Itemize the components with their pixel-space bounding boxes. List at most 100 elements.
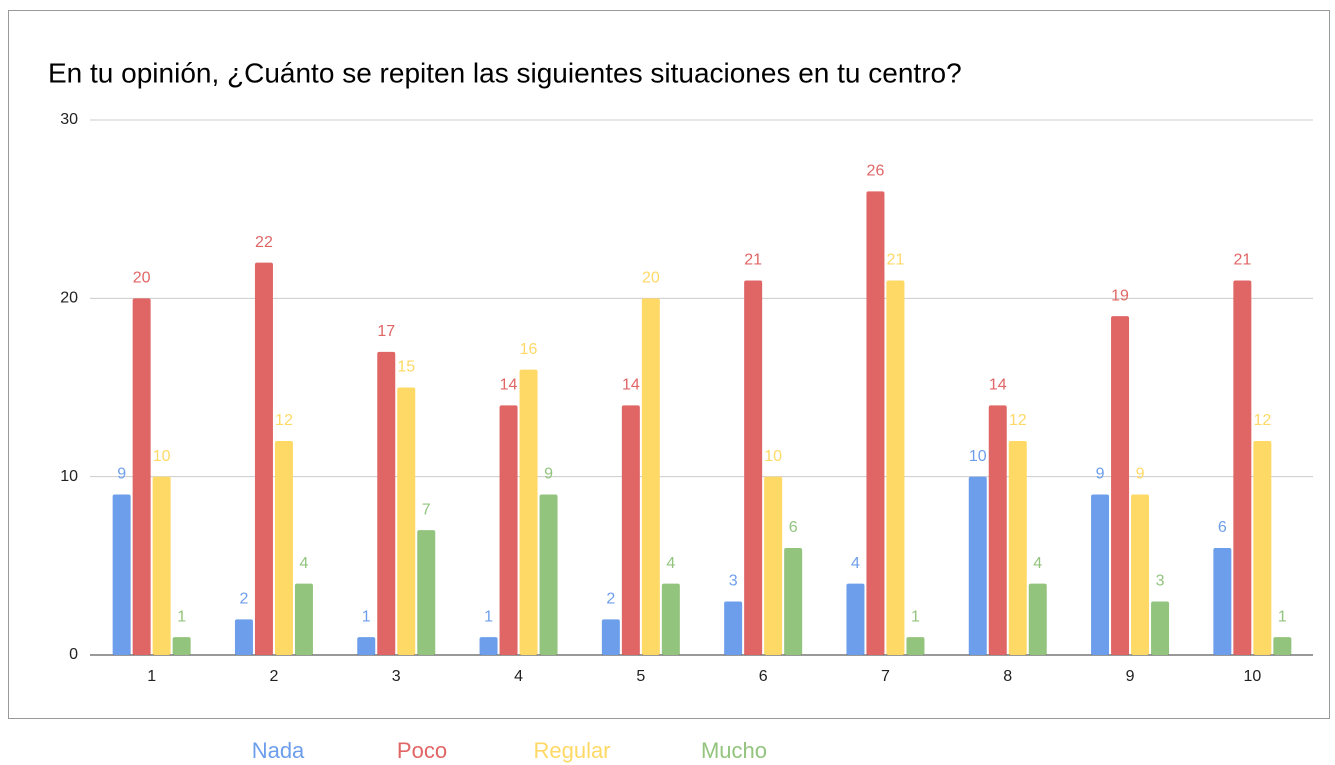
bar	[1111, 316, 1130, 655]
bar	[1151, 601, 1170, 655]
legend-label: Regular	[533, 738, 610, 763]
bar	[968, 476, 987, 655]
bar	[906, 637, 925, 655]
bar	[1253, 441, 1272, 655]
x-tick-label: 1	[147, 668, 156, 685]
bar	[1233, 280, 1252, 655]
y-tick-label: 30	[60, 111, 78, 128]
data-label: 6	[1218, 519, 1227, 536]
bar	[601, 619, 620, 655]
bar	[397, 387, 416, 655]
bar	[886, 280, 905, 655]
data-label: 12	[275, 412, 293, 429]
legend-label: Mucho	[701, 738, 767, 763]
data-label: 10	[764, 448, 782, 465]
bar	[152, 476, 171, 655]
y-tick-label: 10	[60, 468, 78, 485]
bar	[1273, 637, 1292, 655]
data-label: 2	[606, 591, 615, 608]
data-label: 21	[1233, 252, 1251, 269]
bar	[132, 298, 151, 655]
data-label: 7	[422, 501, 431, 518]
data-label: 4	[851, 555, 860, 572]
data-label: 14	[500, 377, 518, 394]
data-label: 10	[969, 448, 987, 465]
data-label: 14	[989, 377, 1007, 394]
bar	[234, 619, 253, 655]
bar	[112, 494, 131, 655]
data-label: 4	[666, 555, 675, 572]
bar	[784, 548, 803, 655]
data-label: 1	[362, 608, 371, 625]
x-tick-label: 6	[759, 668, 768, 685]
data-label: 6	[789, 519, 798, 536]
data-label: 10	[153, 448, 171, 465]
data-label: 21	[887, 252, 905, 269]
data-label: 9	[1096, 466, 1105, 483]
bar	[1131, 494, 1150, 655]
bar	[866, 191, 885, 656]
x-tick-label: 9	[1126, 668, 1135, 685]
data-label: 3	[1156, 573, 1165, 590]
data-label: 9	[117, 466, 126, 483]
x-tick-label: 7	[881, 668, 890, 685]
chart-title: En tu opinión, ¿Cuánto se repiten las si…	[48, 57, 962, 88]
y-tick-label: 20	[60, 290, 78, 307]
legend-label: Nada	[252, 738, 305, 763]
bar	[724, 601, 743, 655]
bar	[274, 441, 293, 655]
bar	[539, 494, 558, 655]
bar	[254, 262, 273, 655]
data-label: 9	[544, 466, 553, 483]
y-tick-label: 0	[69, 646, 78, 663]
bar	[1213, 548, 1232, 655]
data-label: 1	[484, 608, 493, 625]
bar	[519, 369, 538, 655]
x-tick-label: 8	[1003, 668, 1012, 685]
bar	[377, 351, 396, 655]
bar	[621, 405, 640, 655]
x-tick-label: 4	[514, 668, 523, 685]
bar	[764, 476, 783, 655]
data-label: 15	[397, 359, 415, 376]
data-label: 12	[1253, 412, 1271, 429]
data-label: 1	[911, 608, 920, 625]
bar	[499, 405, 518, 655]
data-label: 14	[622, 377, 640, 394]
bar	[172, 637, 191, 655]
bar	[661, 583, 680, 655]
data-label: 2	[239, 591, 248, 608]
data-label: 12	[1009, 412, 1027, 429]
data-label: 4	[299, 555, 308, 572]
data-label: 20	[133, 270, 151, 287]
x-tick-label: 2	[269, 668, 278, 685]
bar	[357, 637, 376, 655]
data-label: 17	[377, 323, 395, 340]
x-tick-label: 3	[392, 668, 401, 685]
data-label: 1	[1278, 608, 1287, 625]
data-label: 20	[642, 270, 660, 287]
bar	[1091, 494, 1110, 655]
bar	[744, 280, 763, 655]
bar	[846, 583, 865, 655]
bar	[1028, 583, 1047, 655]
bar	[641, 298, 660, 655]
bar	[1008, 441, 1027, 655]
bar	[294, 583, 313, 655]
data-label: 16	[520, 341, 538, 358]
data-label: 21	[744, 252, 762, 269]
bar	[417, 530, 436, 655]
data-label: 1	[177, 608, 186, 625]
x-tick-label: 10	[1243, 668, 1261, 685]
bar	[988, 405, 1007, 655]
bar	[479, 637, 498, 655]
data-label: 4	[1033, 555, 1042, 572]
data-label: 22	[255, 234, 273, 251]
data-label: 26	[867, 163, 885, 180]
data-label: 9	[1136, 466, 1145, 483]
legend-label: Poco	[397, 738, 447, 763]
data-label: 3	[729, 573, 738, 590]
data-label: 19	[1111, 287, 1129, 304]
x-tick-label: 5	[636, 668, 645, 685]
